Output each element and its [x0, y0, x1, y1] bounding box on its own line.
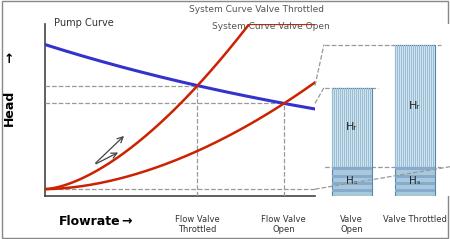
Bar	[403, 44, 404, 167]
Bar	[419, 44, 420, 167]
Bar	[417, 44, 418, 167]
Bar	[395, 44, 435, 167]
Bar	[421, 44, 422, 167]
Bar	[399, 44, 400, 167]
Bar	[332, 182, 372, 185]
Bar	[395, 167, 435, 196]
Bar	[332, 175, 372, 178]
Bar	[364, 87, 365, 167]
Bar	[350, 87, 351, 167]
Bar	[332, 167, 372, 196]
Bar	[332, 168, 372, 170]
Bar	[397, 44, 398, 167]
Text: Hᵣ: Hᵣ	[409, 101, 420, 111]
Text: Flow Valve
Throttled: Flow Valve Throttled	[175, 215, 220, 234]
Bar	[401, 44, 402, 167]
Bar	[348, 87, 349, 167]
Text: Flowrate: Flowrate	[58, 215, 120, 228]
Bar	[368, 87, 369, 167]
Text: Head: Head	[3, 89, 15, 126]
Bar	[415, 44, 416, 167]
Text: Hᵣ: Hᵣ	[346, 122, 357, 132]
Bar	[338, 87, 339, 167]
Bar	[395, 44, 396, 167]
Bar	[405, 44, 406, 167]
Text: Valve Throttled: Valve Throttled	[383, 215, 447, 224]
Bar	[334, 87, 335, 167]
Bar	[352, 87, 353, 167]
Bar	[409, 44, 410, 167]
Bar	[411, 44, 412, 167]
Text: Hₛ: Hₛ	[409, 176, 421, 186]
Bar	[433, 44, 434, 167]
Bar	[370, 87, 371, 167]
Bar	[336, 87, 337, 167]
Bar	[342, 87, 343, 167]
Bar	[356, 87, 357, 167]
Bar	[362, 87, 363, 167]
Bar	[344, 87, 345, 167]
Bar	[395, 168, 435, 170]
Bar	[425, 44, 426, 167]
Text: Flow Valve
Open: Flow Valve Open	[261, 215, 306, 234]
Text: →: →	[122, 215, 132, 228]
Bar	[395, 189, 435, 192]
Bar	[332, 87, 333, 167]
Text: Hₛ: Hₛ	[346, 176, 358, 186]
Bar	[413, 44, 414, 167]
Bar	[354, 87, 355, 167]
Bar	[366, 87, 367, 167]
Bar	[395, 182, 435, 185]
Bar	[358, 87, 359, 167]
Bar	[332, 87, 372, 167]
Text: ↑: ↑	[4, 53, 14, 66]
Text: Pump Curve: Pump Curve	[54, 18, 114, 28]
Bar	[395, 175, 435, 178]
Bar	[427, 44, 428, 167]
Text: System Curve Valve Open: System Curve Valve Open	[212, 22, 329, 31]
Bar	[360, 87, 361, 167]
Bar	[346, 87, 347, 167]
Bar	[332, 189, 372, 192]
Bar	[429, 44, 430, 167]
Text: Valve
Open: Valve Open	[340, 215, 363, 234]
Bar	[340, 87, 341, 167]
Bar	[423, 44, 424, 167]
Bar	[407, 44, 408, 167]
Text: System Curve Valve Throttled: System Curve Valve Throttled	[189, 5, 324, 14]
Bar	[431, 44, 432, 167]
